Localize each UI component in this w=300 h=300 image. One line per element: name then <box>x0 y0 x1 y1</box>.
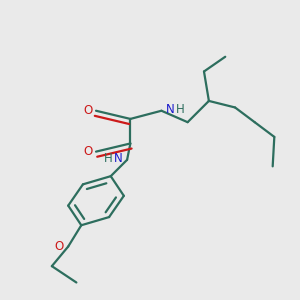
Text: O: O <box>54 240 63 253</box>
Text: N: N <box>113 152 122 165</box>
Text: H: H <box>103 152 112 165</box>
Text: O: O <box>83 104 93 117</box>
Text: O: O <box>83 145 93 158</box>
Text: N: N <box>167 103 175 116</box>
Text: H: H <box>176 103 185 116</box>
